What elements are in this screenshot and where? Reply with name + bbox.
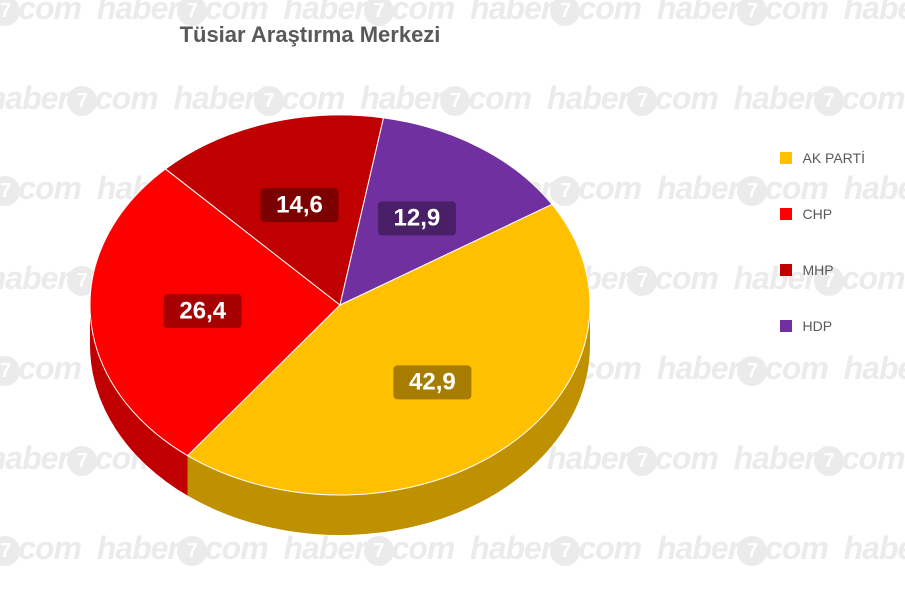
legend-label: HDP bbox=[802, 318, 832, 334]
chart-title: Tüsiar Araştırma Merkezi bbox=[0, 22, 620, 48]
pie-chart: 42,9 26,4 14,6 12,9 bbox=[80, 70, 600, 550]
legend-swatch bbox=[780, 264, 792, 276]
legend-item: AK PARTİ bbox=[780, 150, 865, 166]
pie-label: 26,4 bbox=[179, 297, 226, 324]
legend-label: MHP bbox=[802, 262, 833, 278]
legend: AK PARTİ CHP MHP HDP bbox=[780, 150, 865, 374]
legend-swatch bbox=[780, 152, 792, 164]
legend-label: AK PARTİ bbox=[802, 150, 865, 166]
pie-label: 12,9 bbox=[394, 205, 441, 232]
legend-swatch bbox=[780, 208, 792, 220]
legend-item: CHP bbox=[780, 206, 865, 222]
pie-label: 14,6 bbox=[276, 191, 323, 218]
legend-item: HDP bbox=[780, 318, 865, 334]
pie-label: 42,9 bbox=[409, 369, 456, 396]
legend-label: CHP bbox=[802, 206, 832, 222]
legend-swatch bbox=[780, 320, 792, 332]
legend-item: MHP bbox=[780, 262, 865, 278]
